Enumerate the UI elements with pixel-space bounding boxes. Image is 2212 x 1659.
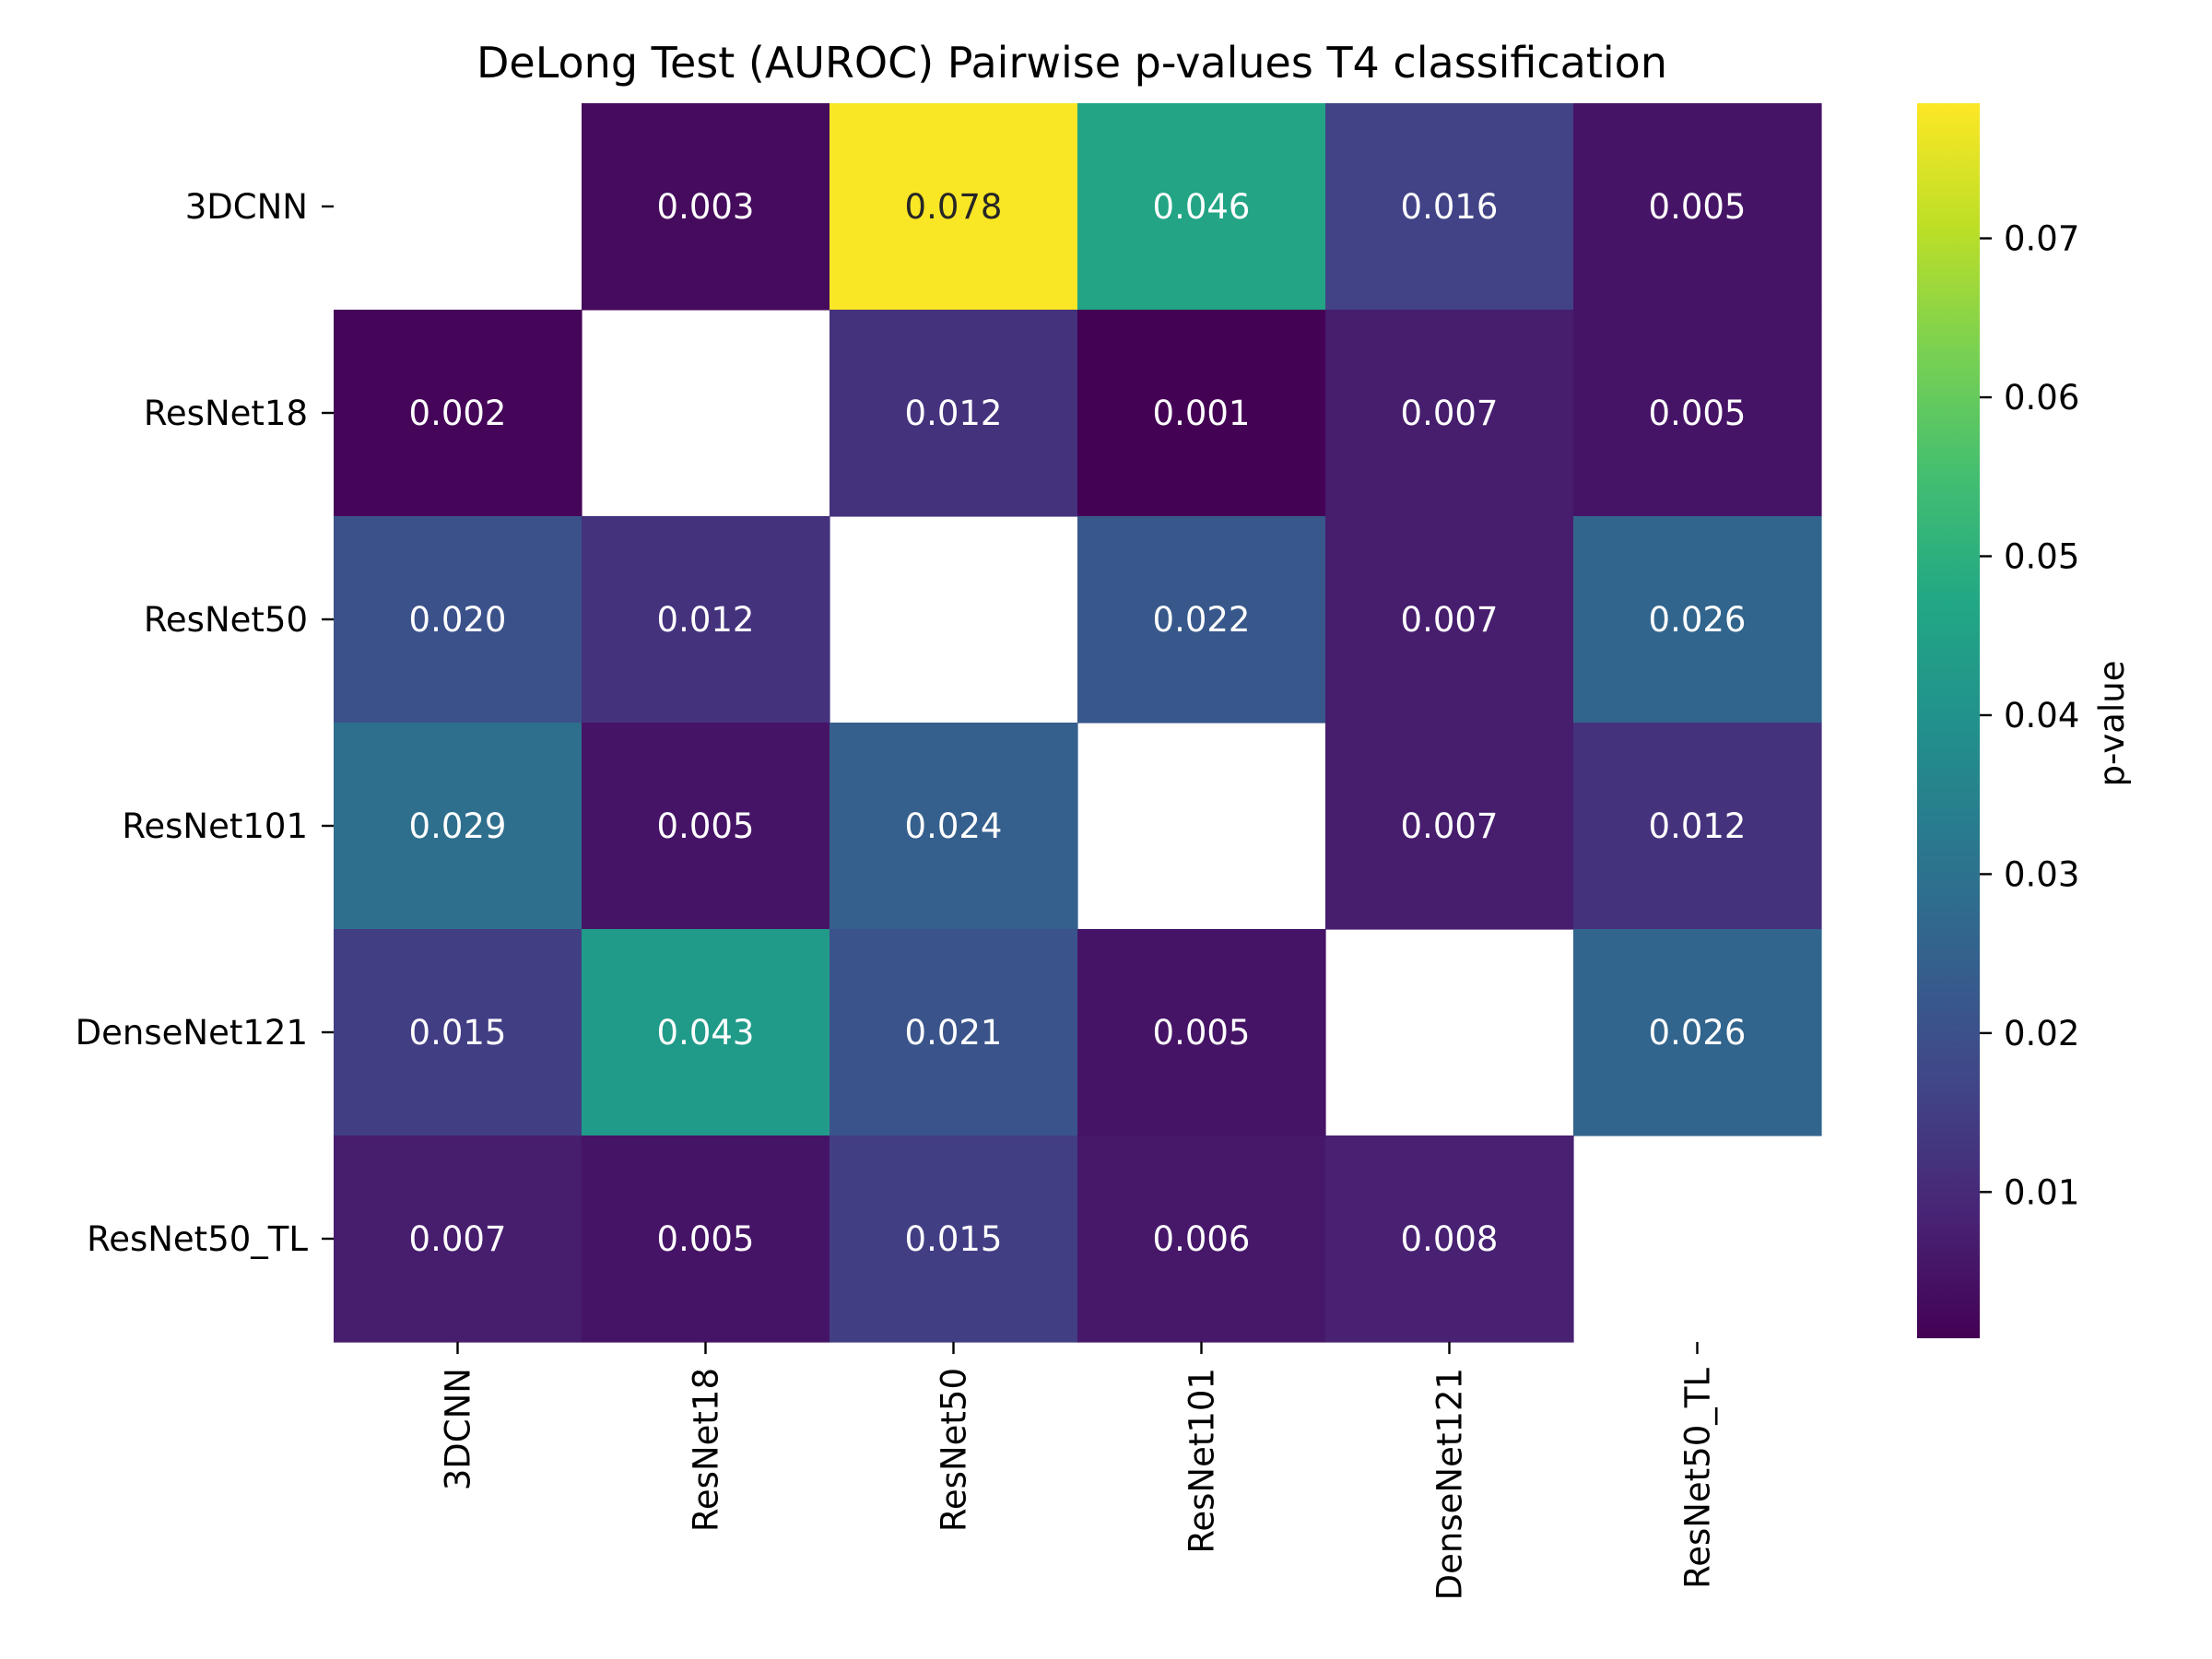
heatmap-cell <box>582 1135 830 1343</box>
cell-value-label: 0.001 <box>1153 394 1251 433</box>
y-tick-label: ResNet18 <box>144 394 308 433</box>
heatmap-cell <box>1325 516 1574 724</box>
cell-value-label: 0.007 <box>1401 394 1499 433</box>
cell-value-label: 0.005 <box>657 1219 755 1259</box>
heatmap-cell <box>582 103 830 311</box>
y-tick-label: DenseNet121 <box>76 1013 308 1053</box>
y-axis: 3DCNN ResNet18 ResNet50 ResNet101 DenseNet12… <box>76 187 334 1259</box>
cell-value-label: 0.043 <box>657 1013 755 1053</box>
heatmap-cell <box>1573 516 1822 724</box>
cell-value-label: 0.007 <box>1401 600 1499 640</box>
heatmap-cells <box>334 103 1822 1343</box>
cell-value-label: 0.005 <box>1153 1013 1251 1053</box>
heatmap-cell <box>334 516 582 724</box>
cell-value-label: 0.026 <box>1649 1013 1747 1053</box>
heatmap-cell <box>582 516 830 724</box>
colorbar-tick-label: 0.06 <box>2004 378 2079 418</box>
heatmap-cell-labels: 0.003 0.078 0.046 0.016 0.005 0.002 0.012 0.001… <box>409 187 1747 1259</box>
colorbar-tick-label: 0.04 <box>2004 696 2079 735</box>
cell-value-label: 0.008 <box>1401 1219 1499 1259</box>
cell-value-label: 0.012 <box>905 394 1003 433</box>
heatmap-cell <box>1573 723 1822 930</box>
cell-value-label: 0.005 <box>1649 187 1747 227</box>
heatmap-cell <box>1325 723 1574 930</box>
y-tick-label: ResNet50 <box>144 600 308 640</box>
cell-value-label: 0.029 <box>409 806 507 846</box>
x-tick-label: ResNet50 <box>935 1368 974 1532</box>
cell-value-label: 0.012 <box>1649 806 1747 846</box>
heatmap-cell <box>1077 310 1326 517</box>
heatmap-cell <box>1573 310 1822 517</box>
heatmap-cell <box>1077 929 1326 1136</box>
cell-value-label: 0.022 <box>1153 600 1251 640</box>
cell-value-label: 0.005 <box>657 806 755 846</box>
heatmap-cell <box>1573 103 1822 311</box>
x-axis: 3DCNN ResNet18 ResNet50 ResNet101 DenseNet12… <box>439 1342 1718 1600</box>
heatmap-cell <box>1325 103 1574 311</box>
cell-value-label: 0.005 <box>1649 394 1747 433</box>
heatmap-cell <box>1325 310 1574 517</box>
cell-value-label: 0.046 <box>1153 187 1251 227</box>
colorbar-tick-label: 0.07 <box>2004 219 2079 259</box>
cell-value-label: 0.024 <box>905 806 1003 846</box>
colorbar-label: p-value <box>2092 661 2132 787</box>
colorbar-tick-label: 0.05 <box>2004 537 2079 577</box>
heatmap-cell <box>334 310 582 517</box>
heatmap-cell <box>334 929 582 1136</box>
cell-value-label: 0.026 <box>1649 600 1747 640</box>
colorbar-tick-label: 0.03 <box>2004 854 2079 894</box>
heatmap-cell <box>582 723 830 930</box>
x-tick-label: 3DCNN <box>439 1368 478 1490</box>
cell-value-label: 0.078 <box>905 187 1003 227</box>
cell-value-label: 0.012 <box>657 600 755 640</box>
x-tick-label: ResNet18 <box>687 1368 726 1532</box>
colorbar: 0.01 0.02 0.03 0.04 0.05 0.06 0.07 <box>1917 103 2079 1338</box>
heatmap-cell <box>830 723 1078 930</box>
x-tick-label: DenseNet121 <box>1430 1368 1470 1600</box>
y-tick-label: ResNet101 <box>122 806 308 846</box>
heatmap-cell <box>1573 929 1822 1136</box>
heatmap-cell <box>830 103 1078 311</box>
cell-value-label: 0.007 <box>409 1219 507 1259</box>
colorbar-tick-label: 0.02 <box>2004 1014 2079 1053</box>
colorbar-gradient <box>1917 103 1980 1338</box>
heatmap-cell <box>334 723 582 930</box>
heatmap-cell <box>1325 1135 1574 1343</box>
heatmap-cell <box>582 929 830 1136</box>
cell-value-label: 0.020 <box>409 600 507 640</box>
cell-value-label: 0.006 <box>1153 1219 1251 1259</box>
cell-value-label: 0.015 <box>905 1219 1003 1259</box>
cell-value-label: 0.007 <box>1401 806 1499 846</box>
cell-value-label: 0.003 <box>657 187 755 227</box>
x-tick-label: ResNet101 <box>1182 1368 1222 1554</box>
chart-title: DeLong Test (AUROC) Pairwise p-values T4… <box>477 38 1667 88</box>
x-tick-label: ResNet50_TL <box>1678 1368 1718 1589</box>
y-tick-label: ResNet50_TL <box>87 1219 308 1259</box>
heatmap-cell <box>830 310 1078 517</box>
heatmap-cell <box>830 1135 1078 1343</box>
heatmap-cell <box>1077 516 1326 724</box>
cell-value-label: 0.015 <box>409 1013 507 1053</box>
cell-value-label: 0.021 <box>905 1013 1003 1053</box>
y-tick-label: 3DCNN <box>185 187 308 227</box>
cell-value-label: 0.002 <box>409 394 507 433</box>
cell-value-label: 0.016 <box>1401 187 1499 227</box>
heatmap-cell <box>334 1135 582 1343</box>
heatmap-cell <box>1077 1135 1326 1343</box>
colorbar-tick-label: 0.01 <box>2004 1172 2079 1212</box>
heatmap-cell <box>830 929 1078 1136</box>
heatmap-cell <box>1077 103 1326 311</box>
